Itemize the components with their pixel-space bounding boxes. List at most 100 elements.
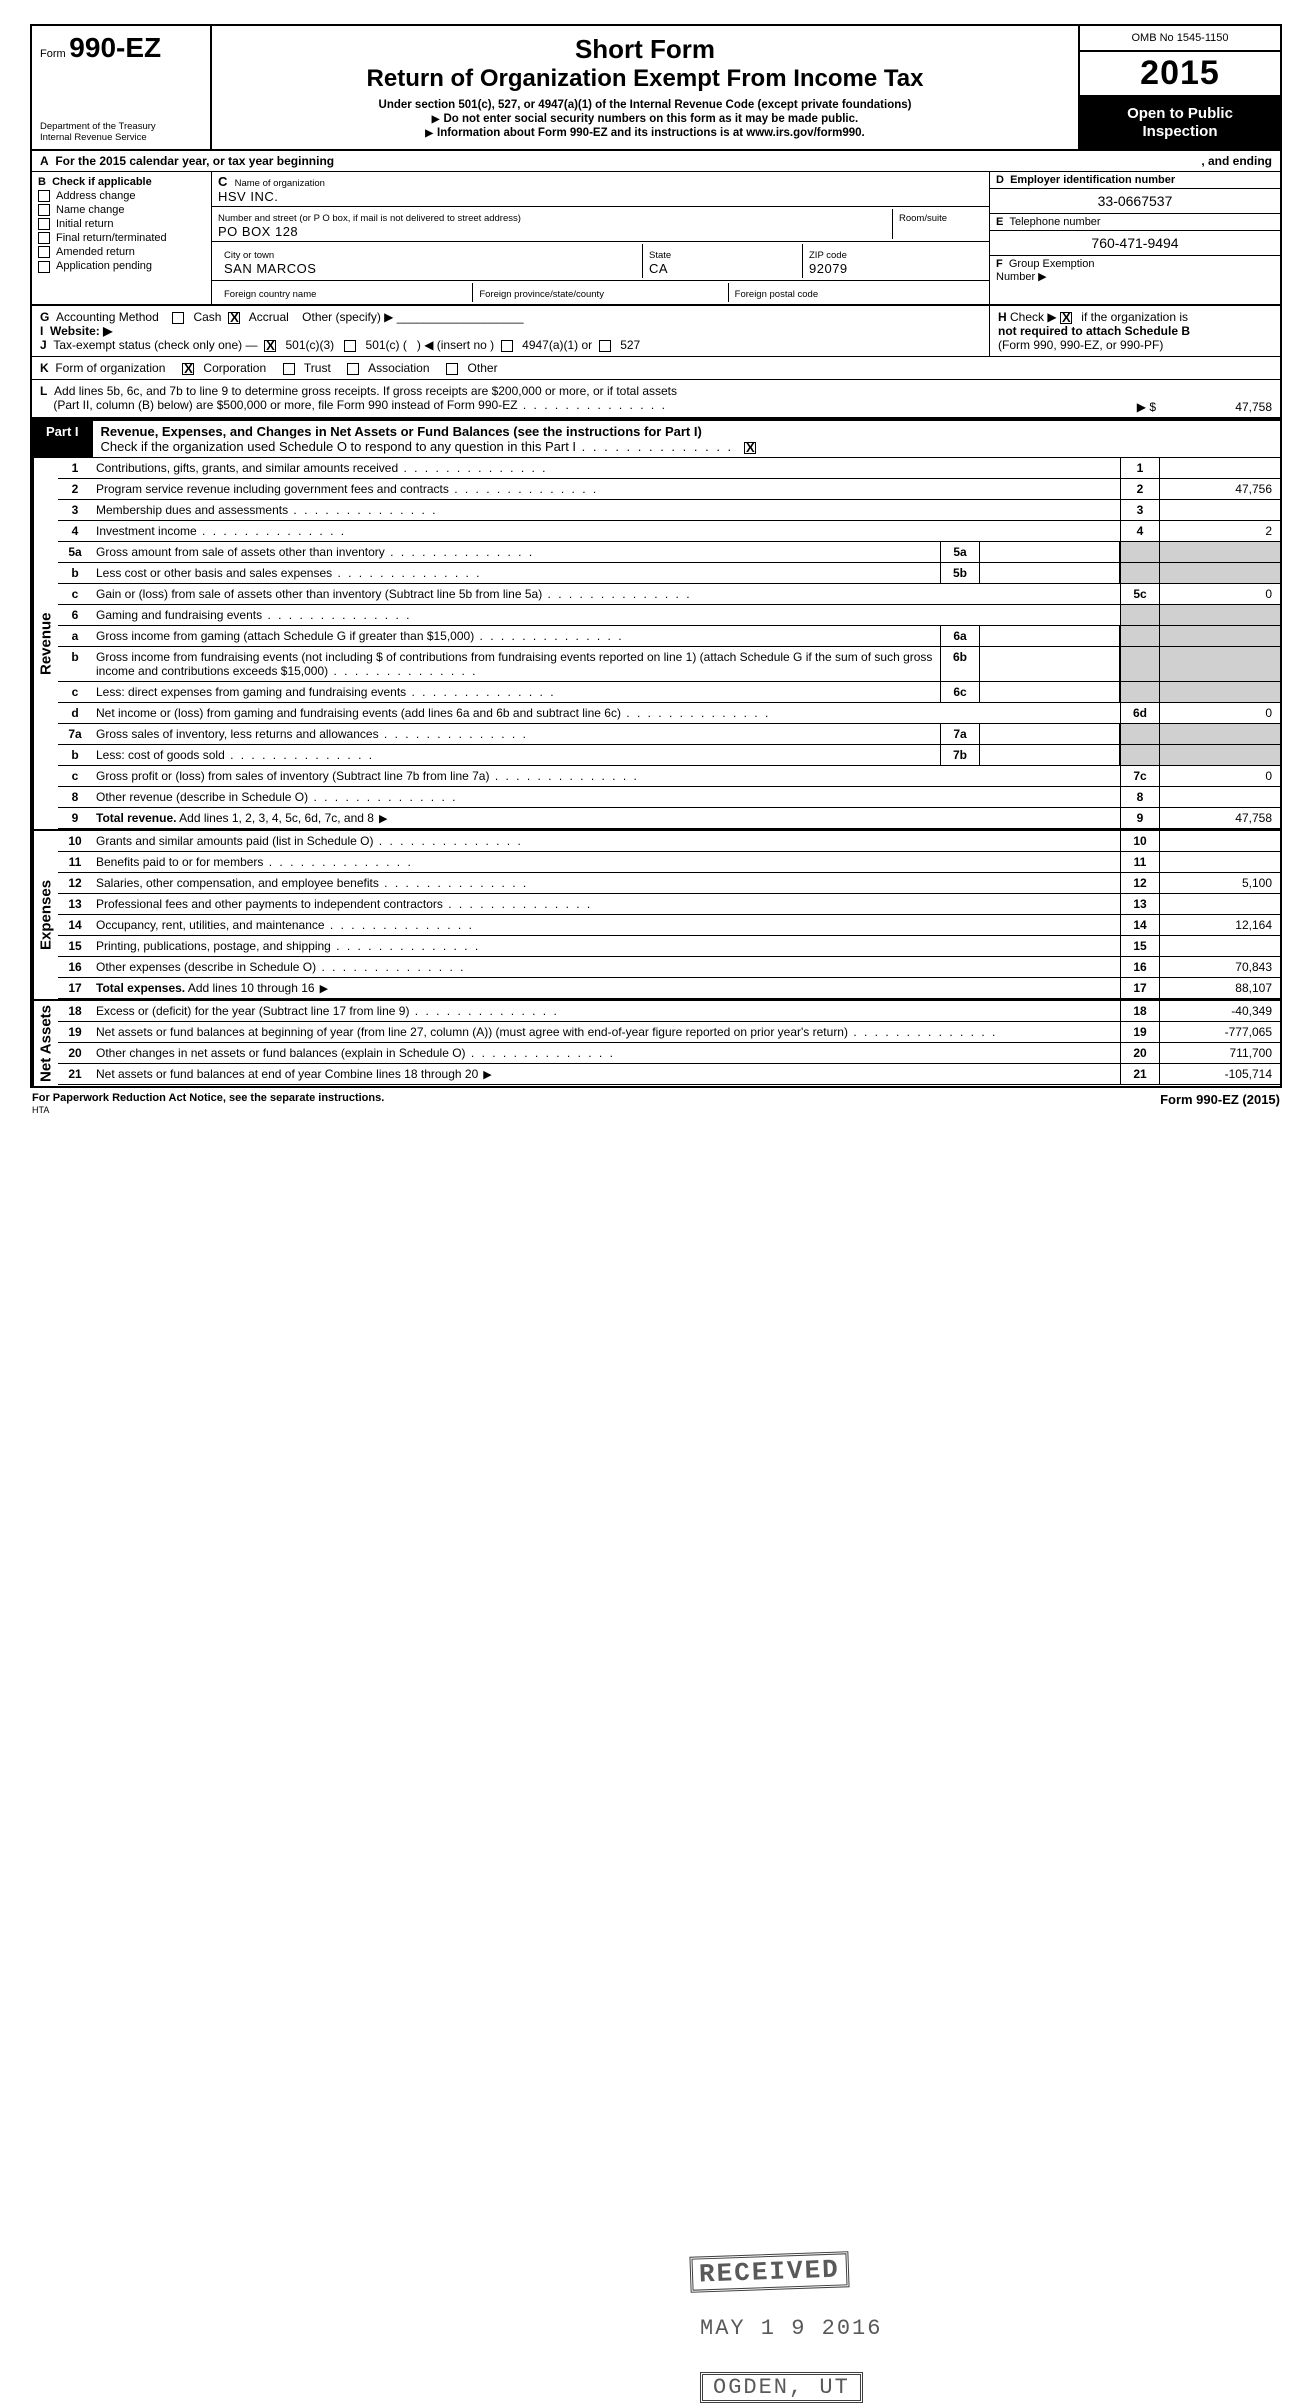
header-right: OMB No 1545-1150 2015 Open to Public Ins… [1080,26,1280,149]
header-left: Form 990-EZ Department of the Treasury I… [32,26,212,149]
right-val-shade [1160,626,1280,646]
right-line-number: 9 [1120,808,1160,828]
mid-line-number: 6a [940,626,980,646]
room-label: Room/suite [899,213,947,224]
line-row: 11Benefits paid to or for members11 [58,852,1280,873]
line-number: b [58,647,92,681]
line-row: dNet income or (loss) from gaming and fu… [58,703,1280,724]
line-number: 5a [58,542,92,562]
line-desc: Printing, publications, postage, and shi… [92,936,1120,956]
line-number: 16 [58,957,92,977]
fz-label: Foreign postal code [735,289,818,300]
right-line-value [1160,458,1280,478]
line-number: 2 [58,479,92,499]
chk-accrual[interactable] [228,312,240,324]
line-desc: Gaming and fundraising events [92,605,1120,625]
line-row: 15Printing, publications, postage, and s… [58,936,1280,957]
line-row: 4Investment income42 [58,521,1280,542]
expenses-label: Expenses [32,831,58,999]
chk-corporation[interactable] [182,363,194,375]
chk-final-return[interactable]: Final return/terminated [38,232,205,244]
right-num-shade [1120,745,1160,765]
city-label: City or town [224,250,274,261]
right-line-number: 12 [1120,873,1160,893]
line-desc: Gain or (loss) from sale of assets other… [92,584,1120,604]
right-line-number: 10 [1120,831,1160,851]
chk-address-change[interactable]: Address change [38,190,205,202]
line-desc: Gross amount from sale of assets other t… [92,542,940,562]
dept-irs: Internal Revenue Service [40,133,202,143]
chk-application-pending[interactable]: Application pending [38,260,205,272]
tax-year: 2015 [1080,52,1280,97]
right-line-number: 16 [1120,957,1160,977]
part1-header: Part I Revenue, Expenses, and Changes in… [32,419,1280,458]
l-arrow: ▶ $ [1100,380,1160,417]
right-line-number: 1 [1120,458,1160,478]
line-desc: Benefits paid to or for members [92,852,1120,872]
right-num-shade [1120,563,1160,583]
line-number: 18 [58,1001,92,1021]
chk-schedule-b[interactable] [1060,312,1072,324]
line-desc: Gross income from fundraising events (no… [92,647,940,681]
line-number: b [58,745,92,765]
right-line-number: 13 [1120,894,1160,914]
line-row: 13Professional fees and other payments t… [58,894,1280,915]
chk-501c3[interactable] [264,340,276,352]
right-line-value: 47,758 [1160,808,1280,828]
line-number: c [58,584,92,604]
title-return: Return of Organization Exempt From Incom… [224,65,1066,93]
line-number: 20 [58,1043,92,1063]
title-short-form: Short Form [224,34,1066,65]
chk-other-org[interactable] [446,363,458,375]
line-row: 9Total revenue. Add lines 1, 2, 3, 4, 5c… [58,808,1280,829]
line-desc: Other revenue (describe in Schedule O) [92,787,1120,807]
right-line-value: 711,700 [1160,1043,1280,1063]
line-desc: Contributions, gifts, grants, and simila… [92,458,1120,478]
right-line-value: 12,164 [1160,915,1280,935]
mid-line-value [980,626,1120,646]
line-number: 11 [58,852,92,872]
line-number: c [58,682,92,702]
mid-line-number: 5a [940,542,980,562]
line-number: 19 [58,1022,92,1042]
line-desc: Less cost or other basis and sales expen… [92,563,940,583]
open-to-public: Open to Public Inspection [1080,97,1280,149]
fp-label: Foreign province/state/county [479,289,604,300]
line-row: bLess cost or other basis and sales expe… [58,563,1280,584]
line-row: bLess: cost of goods sold7b [58,745,1280,766]
line-number: a [58,626,92,646]
right-line-value: 0 [1160,703,1280,723]
right-val-shade [1160,563,1280,583]
right-line-number: 7c [1120,766,1160,786]
mid-line-number: 7a [940,724,980,744]
right-line-number: 6d [1120,703,1160,723]
right-line-number: 4 [1120,521,1160,541]
line-desc: Membership dues and assessments [92,500,1120,520]
org-state: CA [649,261,668,276]
chk-cash[interactable] [172,312,184,324]
chk-trust[interactable] [283,363,295,375]
right-line-value: -777,065 [1160,1022,1280,1042]
stamp-date: MAY 1 9 2016 [700,2316,882,2341]
footer-right: Form 990-EZ (2015) [1160,1092,1280,1116]
chk-initial-return[interactable]: Initial return [38,218,205,230]
chk-name-change[interactable]: Name change [38,204,205,216]
line-number: 7a [58,724,92,744]
line-number: 13 [58,894,92,914]
chk-501c[interactable] [344,340,356,352]
footer-left: For Paperwork Reduction Act Notice, see … [32,1092,384,1104]
right-line-number: 19 [1120,1022,1160,1042]
form-990ez: Form 990-EZ Department of the Treasury I… [30,24,1282,1088]
mid-line-value [980,647,1120,681]
chk-amended-return[interactable]: Amended return [38,246,205,258]
line-row: 20Other changes in net assets or fund ba… [58,1043,1280,1064]
chk-association[interactable] [347,363,359,375]
chk-schedule-o[interactable] [744,442,756,454]
line-desc: Gross income from gaming (attach Schedul… [92,626,940,646]
line-desc: Occupancy, rent, utilities, and maintena… [92,915,1120,935]
chk-4947[interactable] [501,340,513,352]
line-number: 9 [58,808,92,828]
chk-527[interactable] [599,340,611,352]
row-a: A For the 2015 calendar year, or tax yea… [32,151,1280,172]
line-number: 10 [58,831,92,851]
